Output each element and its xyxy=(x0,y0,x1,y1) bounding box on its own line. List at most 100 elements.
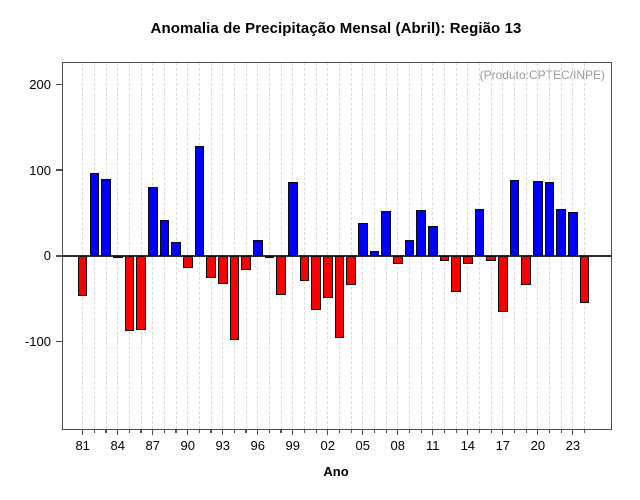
gridline-2012 xyxy=(443,63,445,429)
gridline-1998 xyxy=(280,63,282,429)
bar-2004 xyxy=(346,255,356,285)
x-tick-2015 xyxy=(478,429,481,433)
x-tick-1988 xyxy=(163,429,165,433)
x-tick-label-2005: 05 xyxy=(355,438,370,453)
x-tick-1989 xyxy=(175,429,177,433)
x-tick-1994 xyxy=(233,429,235,433)
gridline-2004 xyxy=(350,63,352,429)
bar-1985 xyxy=(124,255,135,332)
x-tick-1981 xyxy=(82,429,84,435)
gridline-2003 xyxy=(338,63,340,429)
gridline-1994 xyxy=(233,63,235,429)
x-tick-2007 xyxy=(385,429,387,433)
x-tick-label-1987: 87 xyxy=(145,438,160,453)
bar-2016 xyxy=(486,255,496,261)
x-tick-2017 xyxy=(502,429,504,435)
bar-1989 xyxy=(171,242,181,256)
bar-1986 xyxy=(136,255,146,331)
bar-2024 xyxy=(579,255,590,303)
x-tick-2010 xyxy=(420,429,422,433)
bar-2019 xyxy=(521,255,531,285)
bar-1982 xyxy=(89,172,100,256)
bar-2023 xyxy=(568,212,578,256)
x-tick-label-2011: 11 xyxy=(426,438,440,453)
bar-2014 xyxy=(463,255,473,264)
y-tick-label-100: 100 xyxy=(29,162,51,178)
x-tick-1984 xyxy=(117,429,119,435)
x-tick-2005 xyxy=(362,429,364,435)
x-tick-1993 xyxy=(222,429,224,435)
bar-1983 xyxy=(101,178,111,256)
y-tick--100 xyxy=(56,340,62,343)
bar-2006 xyxy=(369,250,380,256)
x-tick-2006 xyxy=(373,429,376,433)
bar-2018 xyxy=(509,180,520,256)
x-tick-2024 xyxy=(583,429,586,433)
bar-2002 xyxy=(322,255,333,298)
x-tick-label-1996: 96 xyxy=(250,438,265,453)
x-axis-label: Ano xyxy=(323,464,349,479)
x-tick-1983 xyxy=(105,429,107,433)
x-tick-1995 xyxy=(245,429,247,433)
x-tick-label-2008: 08 xyxy=(390,438,406,453)
bar-1993 xyxy=(217,255,228,285)
source-annotation: (Produto:CPTEC/INPE) xyxy=(479,68,605,82)
gridline-2016 xyxy=(490,63,492,429)
gridline-2002 xyxy=(327,63,329,429)
bar-2007 xyxy=(381,211,391,256)
x-tick-2018 xyxy=(513,429,516,433)
gridline-2024 xyxy=(584,63,585,429)
bar-2015 xyxy=(474,208,485,256)
bar-1996 xyxy=(252,240,263,256)
bar-2017 xyxy=(498,255,508,313)
x-tick-2001 xyxy=(315,429,317,433)
x-tick-1987 xyxy=(152,429,154,435)
bar-1984 xyxy=(112,255,123,258)
y-tick-label-200: 200 xyxy=(29,76,51,92)
x-tick-label-1984: 84 xyxy=(110,438,125,453)
bar-2010 xyxy=(416,209,426,256)
chart-title: Anomalia de Precipitação Mensal (Abril):… xyxy=(150,20,522,37)
x-tick-1992 xyxy=(210,429,212,433)
x-tick-label-2017: 17 xyxy=(495,438,511,453)
bar-2009 xyxy=(404,239,415,256)
x-tick-2008 xyxy=(397,429,399,435)
gridline-2013 xyxy=(455,63,457,429)
x-tick-2012 xyxy=(443,429,446,433)
bar-1995 xyxy=(241,255,251,270)
gridline-1985 xyxy=(128,63,130,429)
x-tick-2002 xyxy=(327,429,329,435)
gridline-1992 xyxy=(210,63,212,429)
bar-2003 xyxy=(334,255,345,339)
x-tick-1998 xyxy=(280,429,282,433)
bar-2013 xyxy=(451,255,461,292)
x-tick-label-1981: 81 xyxy=(75,438,90,453)
gridline-2008 xyxy=(397,63,399,429)
y-tick-0 xyxy=(56,255,62,257)
x-tick-2003 xyxy=(338,429,341,433)
gridline-1995 xyxy=(245,63,247,429)
bar-2012 xyxy=(439,255,450,261)
x-tick-1991 xyxy=(198,429,200,433)
x-tick-2009 xyxy=(408,429,411,433)
bar-2005 xyxy=(357,223,368,256)
bar-2021 xyxy=(544,182,555,256)
x-tick-1990 xyxy=(187,429,189,435)
x-tick-2021 xyxy=(548,429,551,433)
x-tick-2019 xyxy=(525,429,527,433)
gridline-2001 xyxy=(315,63,317,429)
x-tick-label-1993: 93 xyxy=(215,438,230,453)
bar-2001 xyxy=(311,255,321,310)
bar-2011 xyxy=(428,225,438,256)
x-tick-2016 xyxy=(490,429,492,433)
x-tick-1982 xyxy=(93,429,95,433)
gridline-2000 xyxy=(303,63,305,429)
gridline-2006 xyxy=(373,63,375,429)
gridline-2017 xyxy=(502,63,504,429)
bar-2008 xyxy=(392,255,403,264)
y-tick-100 xyxy=(56,169,62,171)
gridline-2019 xyxy=(525,63,527,429)
gridline-1981 xyxy=(82,63,84,429)
bar-1992 xyxy=(206,255,216,279)
